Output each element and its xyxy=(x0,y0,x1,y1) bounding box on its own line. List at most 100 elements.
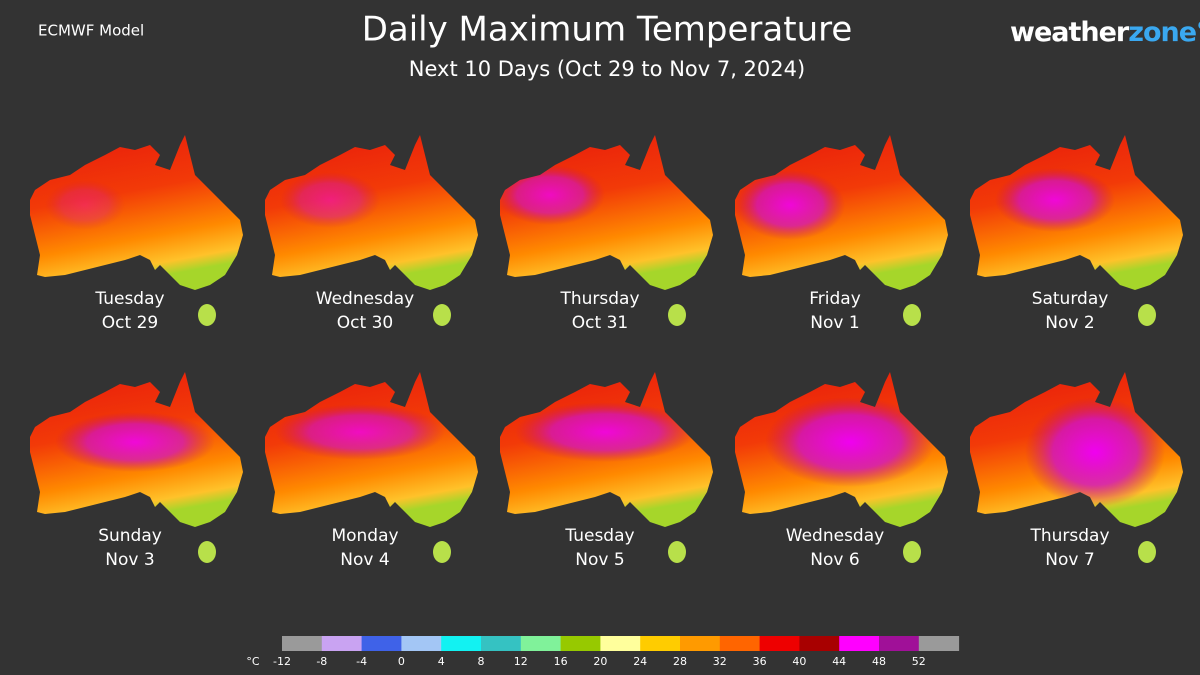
map-panel xyxy=(265,372,478,563)
map-panel xyxy=(30,135,243,326)
tasmania xyxy=(198,304,216,326)
heat-region xyxy=(280,172,380,228)
colorbar-tick-label: 32 xyxy=(713,655,727,668)
heat-blob xyxy=(45,180,125,230)
heat-region xyxy=(55,412,215,472)
colorbar-tick-label: 12 xyxy=(514,655,528,668)
tasmania xyxy=(903,541,921,563)
colorbar-swatch xyxy=(640,636,681,651)
colorbar-tick-label: 24 xyxy=(633,655,647,668)
day-label: Sunday xyxy=(98,526,162,546)
heat-blob xyxy=(515,402,695,462)
colorbar-swatch xyxy=(282,636,323,651)
colorbar-tick-label: 0 xyxy=(398,655,405,668)
date-label: Nov 2 xyxy=(1045,313,1094,333)
date-label: Nov 7 xyxy=(1045,550,1094,570)
colorbar-tick-label: 40 xyxy=(792,655,806,668)
day-label: Wednesday xyxy=(316,289,414,309)
tasmania xyxy=(198,541,216,563)
tasmania xyxy=(903,304,921,326)
map-panel xyxy=(500,135,713,326)
logo: weatherzone° xyxy=(1010,17,1200,48)
date-label: Nov 6 xyxy=(810,550,859,570)
colorbar-tick-label: -8 xyxy=(316,655,327,668)
heat-region xyxy=(500,165,605,225)
colorbar-tick-label: 8 xyxy=(478,655,485,668)
map-panel xyxy=(265,135,478,326)
heat-region xyxy=(275,404,445,460)
heat-blob xyxy=(500,165,605,225)
map-panel xyxy=(735,135,948,326)
colorbar-swatch xyxy=(799,636,840,651)
colorbar-swatch xyxy=(759,636,800,651)
heat-blob xyxy=(1025,397,1165,507)
day-label: Friday xyxy=(809,289,861,309)
colorbar-tick-label: 48 xyxy=(872,655,886,668)
colorbar-swatch xyxy=(361,636,402,651)
colorbar-swatch xyxy=(321,636,363,651)
title: Daily Maximum Temperature xyxy=(362,10,853,50)
colorbar-swatch xyxy=(441,636,482,651)
model-label: ECMWF Model xyxy=(38,22,144,40)
map-panel xyxy=(735,372,948,563)
day-label: Thursday xyxy=(1029,526,1109,546)
map-panel xyxy=(970,135,1183,326)
date-label: Nov 4 xyxy=(340,550,389,570)
heat-blob xyxy=(280,172,380,228)
date-label: Nov 5 xyxy=(575,550,624,570)
logo-secondary: zone° xyxy=(1128,17,1200,48)
tasmania xyxy=(1138,541,1156,563)
colorbar-tick-label: 36 xyxy=(753,655,767,668)
heat-blob xyxy=(275,404,445,460)
colorbar: °C -12 -8 -4 0 4 8 12 16 20 24 28 32 36 40 44 48 52 xyxy=(246,636,960,668)
heat-region xyxy=(735,170,845,240)
date-label: Nov 1 xyxy=(810,313,859,333)
day-label: Thursday xyxy=(559,289,639,309)
day-label: Monday xyxy=(331,526,398,546)
colorbar-tick-label: -12 xyxy=(273,655,291,668)
day-label: Tuesday xyxy=(564,526,634,546)
tasmania xyxy=(668,304,686,326)
subtitle: Next 10 Days (Oct 29 to Nov 7, 2024) xyxy=(409,57,805,81)
colorbar-swatch xyxy=(839,636,880,651)
colorbar-tick-label: -4 xyxy=(356,655,367,668)
colorbar-tick-label: 20 xyxy=(593,655,607,668)
tasmania xyxy=(668,541,686,563)
heat-region xyxy=(45,180,125,230)
heat-blob xyxy=(765,397,935,487)
tasmania xyxy=(433,541,451,563)
date-label: Oct 29 xyxy=(102,313,158,333)
heat-blob xyxy=(55,412,215,472)
map-panel xyxy=(970,372,1183,563)
colorbar-tick-label: 52 xyxy=(912,655,926,668)
colorbar-tick-label: 28 xyxy=(673,655,687,668)
day-label: Tuesday xyxy=(94,289,164,309)
colorbar-swatch xyxy=(719,636,761,651)
colorbar-swatch xyxy=(520,636,562,651)
heat-blob xyxy=(995,168,1115,232)
date-label: Nov 3 xyxy=(105,550,154,570)
heat-region xyxy=(995,168,1115,232)
map-panel xyxy=(500,372,713,563)
colorbar-swatch xyxy=(680,636,721,651)
date-label: Oct 30 xyxy=(337,313,393,333)
colorbar-swatch xyxy=(560,636,601,651)
colorbar-swatch xyxy=(879,636,920,651)
date-label: Oct 31 xyxy=(572,313,628,333)
colorbar-swatch xyxy=(600,636,641,651)
colorbar-tick-label: 44 xyxy=(832,655,846,668)
tasmania xyxy=(1138,304,1156,326)
map-grid: Tuesday Oct 29 Wednesday Oct 30 Thursday Oct … xyxy=(30,135,1183,570)
colorbar-tick-label: 16 xyxy=(554,655,568,668)
logo-primary: weather xyxy=(1010,17,1130,48)
colorbar-swatch xyxy=(918,636,960,651)
heat-region xyxy=(1025,397,1165,507)
colorbar-tick-label: 4 xyxy=(438,655,445,668)
map-panel xyxy=(30,372,243,563)
colorbar-swatch xyxy=(481,636,522,651)
colorbar-unit: °C xyxy=(246,655,260,668)
day-label: Saturday xyxy=(1032,289,1109,309)
heat-blob xyxy=(735,170,845,240)
heat-region xyxy=(515,402,695,462)
